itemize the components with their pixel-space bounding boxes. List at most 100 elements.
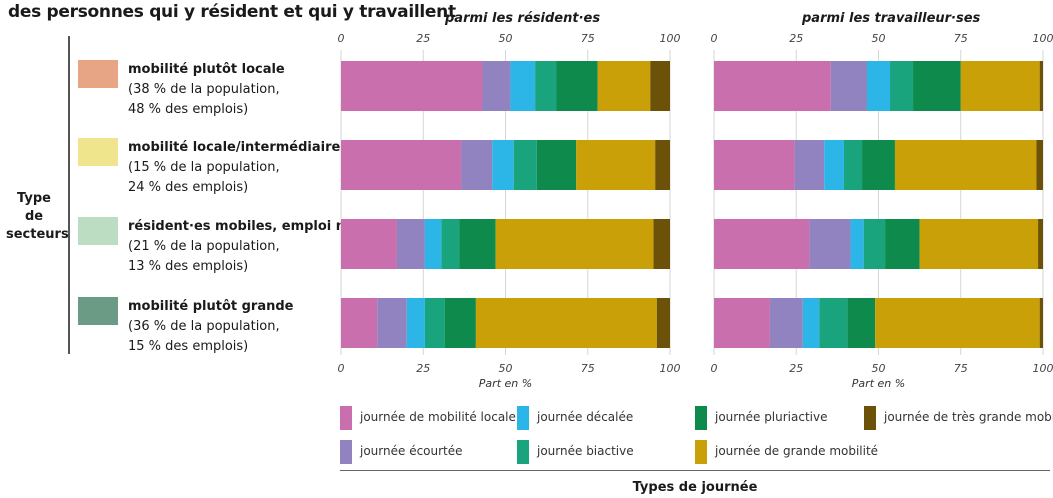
legend-label: journée décalée xyxy=(537,410,634,424)
tick-label-bottom: 100 xyxy=(1033,362,1053,375)
x-category-label: Types de journée xyxy=(632,480,758,495)
row-detail: (38 % de la population, xyxy=(128,82,280,97)
tick-label-top: 75 xyxy=(954,32,968,45)
bar-segment xyxy=(809,219,851,269)
bar-segment xyxy=(1036,140,1043,190)
row-detail: 15 % des emplois) xyxy=(128,339,249,354)
bar-segment xyxy=(513,140,537,190)
bar-segment xyxy=(396,219,425,269)
bar-segment xyxy=(885,219,920,269)
row-name: mobilité plutôt grande xyxy=(128,299,294,314)
bottom-divider xyxy=(340,470,1050,471)
bar-segment xyxy=(461,140,493,190)
bar-segment xyxy=(341,61,483,111)
x-axis-label: Part en % xyxy=(479,377,532,390)
row-detail: (21 % de la population, xyxy=(128,239,280,254)
tick-label-top: 100 xyxy=(660,32,681,45)
legend-label: journée de grande mobilité xyxy=(715,444,879,458)
tick-label-bottom: 75 xyxy=(581,362,595,375)
bar-segment xyxy=(769,298,803,348)
bar-segment xyxy=(1039,298,1043,348)
row-name: résident·es mobiles, emploi mixte xyxy=(128,219,378,234)
tick-label-bottom: 25 xyxy=(416,362,430,375)
bar-segment xyxy=(377,298,407,348)
bar-segment xyxy=(890,61,914,111)
bar-segment xyxy=(714,298,770,348)
row-detail: 13 % des emplois) xyxy=(128,259,249,274)
legend-swatch xyxy=(340,440,352,464)
x-axis-label: Part en % xyxy=(852,377,905,390)
bar-segment xyxy=(875,298,1040,348)
bar-segment xyxy=(843,140,863,190)
bar-segment xyxy=(794,140,825,190)
bar-segment xyxy=(802,298,820,348)
bar-segment xyxy=(482,61,511,111)
legend-swatch xyxy=(864,406,876,430)
bar-segment xyxy=(444,298,476,348)
y-axis-label: Type de secteurs xyxy=(6,191,69,242)
y-axis-line xyxy=(68,36,70,354)
bar-segment xyxy=(819,298,848,348)
bar-segment xyxy=(475,298,657,348)
bar-segment xyxy=(653,219,670,269)
bar-segment xyxy=(862,140,895,190)
legend-label: journée pluriactive xyxy=(715,410,828,424)
bar-segment xyxy=(919,219,1039,269)
panel-title-travailleurs: parmi les travailleur·ses xyxy=(802,11,981,26)
legend-swatch xyxy=(517,440,529,464)
bar-segment xyxy=(341,298,378,348)
bar-segment xyxy=(424,298,445,348)
legend-swatch xyxy=(695,440,707,464)
legend-label: journée écourtée xyxy=(360,444,463,458)
bar-segment xyxy=(1039,61,1043,111)
tick-label-bottom: 0 xyxy=(338,362,345,375)
legend-swatch xyxy=(517,406,529,430)
bar-segment xyxy=(850,219,864,269)
bar-segment xyxy=(576,140,656,190)
tick-label-bottom: 100 xyxy=(660,362,681,375)
bar-segment xyxy=(459,219,496,269)
row-detail: 48 % des emplois) xyxy=(128,102,249,117)
bar-segment xyxy=(824,140,844,190)
chart-title: des personnes qui y résident et qui y tr… xyxy=(8,2,456,22)
bar-segment xyxy=(656,298,670,348)
legend-swatch xyxy=(340,406,352,430)
bar-segment xyxy=(424,219,442,269)
stacked-bar-chart: 0 0 25 25 50 50 75 75 100 100 Part en % 0 0 25 25 50 50 7… xyxy=(338,32,1053,390)
tick-label-top: 50 xyxy=(872,32,886,45)
bar-segment xyxy=(441,219,460,269)
bar-segment xyxy=(492,140,514,190)
row-swatch xyxy=(78,138,118,166)
legend-label: journée biactive xyxy=(537,444,634,458)
bar-segment xyxy=(863,219,886,269)
tick-label-bottom: 75 xyxy=(954,362,968,375)
tick-label-top: 0 xyxy=(711,32,718,45)
row-detail: (36 % de la population, xyxy=(128,319,280,334)
bar-segment xyxy=(913,61,961,111)
bar-segment xyxy=(894,140,1037,190)
tick-label-top: 75 xyxy=(581,32,595,45)
tick-label-bottom: 0 xyxy=(711,362,718,375)
tick-label-bottom: 50 xyxy=(499,362,513,375)
row-detail: 24 % des emplois) xyxy=(128,180,249,195)
tick-label-bottom: 50 xyxy=(872,362,886,375)
row-name: mobilité locale/intermédiaire xyxy=(128,140,341,155)
bar-segment xyxy=(714,140,795,190)
tick-label-top: 100 xyxy=(1033,32,1053,45)
legend: journée de mobilité locale journée écour… xyxy=(340,406,1053,466)
row-name: mobilité plutôt locale xyxy=(128,62,285,77)
bar-segment xyxy=(1038,219,1043,269)
legend-swatch xyxy=(695,406,707,430)
bar-segment xyxy=(341,219,397,269)
bar-segment xyxy=(714,219,810,269)
row-swatch xyxy=(78,60,118,88)
panel-title-residents: parmi les résident·es xyxy=(445,11,601,26)
tick-label-top: 25 xyxy=(416,32,430,45)
bar-segment xyxy=(960,61,1040,111)
bar-segment xyxy=(406,298,425,348)
row-swatch xyxy=(78,297,118,325)
legend-label: journée de très grande mobilité xyxy=(884,410,1053,424)
bar-segment xyxy=(714,61,831,111)
row-swatch xyxy=(78,217,118,245)
tick-label-top: 25 xyxy=(789,32,803,45)
